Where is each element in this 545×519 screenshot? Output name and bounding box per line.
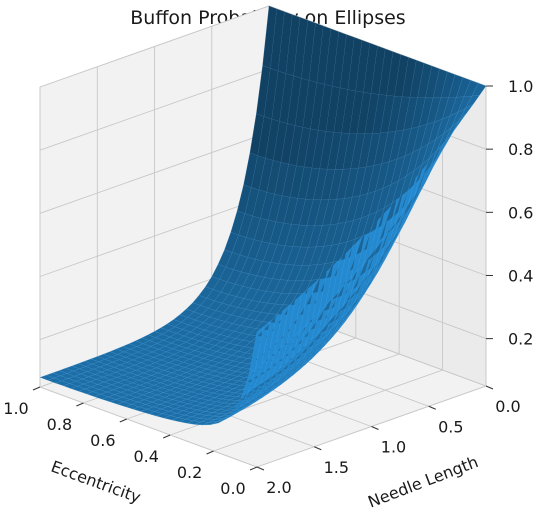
x-tick-label: 0.0 [220,479,245,498]
y-tick-mark [371,426,379,430]
z-tick-label: 0.2 [508,330,533,349]
y-tick-label: 0.0 [495,397,520,416]
y-axis-label: Needle Length [365,452,480,511]
x-tick-mark [249,466,258,471]
x-tick-mark [32,386,41,391]
x-tick-mark [119,418,127,423]
x-tick-mark [163,434,171,439]
y-tick-mark [314,446,322,451]
surface-patch [471,82,487,97]
x-tick-label: 0.6 [90,431,115,450]
x-tick-label: 0.4 [133,447,158,466]
y-tick-label: 0.5 [438,417,463,436]
probability-surface [39,5,487,426]
y-tick-mark [256,466,265,471]
y-tick-mark [485,385,494,390]
z-tick-label: 1.0 [508,77,533,96]
z-tick-label: 0.6 [508,203,533,222]
y-tick-label: 2.0 [266,478,291,497]
y-tick-mark [428,405,436,410]
x-tick-mark [76,402,84,407]
x-tick-label: 1.0 [3,399,28,418]
x-tick-label: 0.8 [47,415,72,434]
axis-ticks: 0.0 0.2 0.4 0.6 0.8 1.0 0.0 0.5 1.0 1.5 2.0 0.2 0.4 0… [3,77,533,498]
y-tick-label: 1.0 [381,438,406,457]
z-tick-label: 0.4 [508,267,533,286]
x-tick-label: 0.2 [177,463,202,482]
x-axis-label: Eccentricity [48,457,143,507]
x-tick-mark [206,450,214,455]
y-tick-label: 1.5 [324,458,349,477]
z-tick-label: 0.8 [508,140,533,159]
